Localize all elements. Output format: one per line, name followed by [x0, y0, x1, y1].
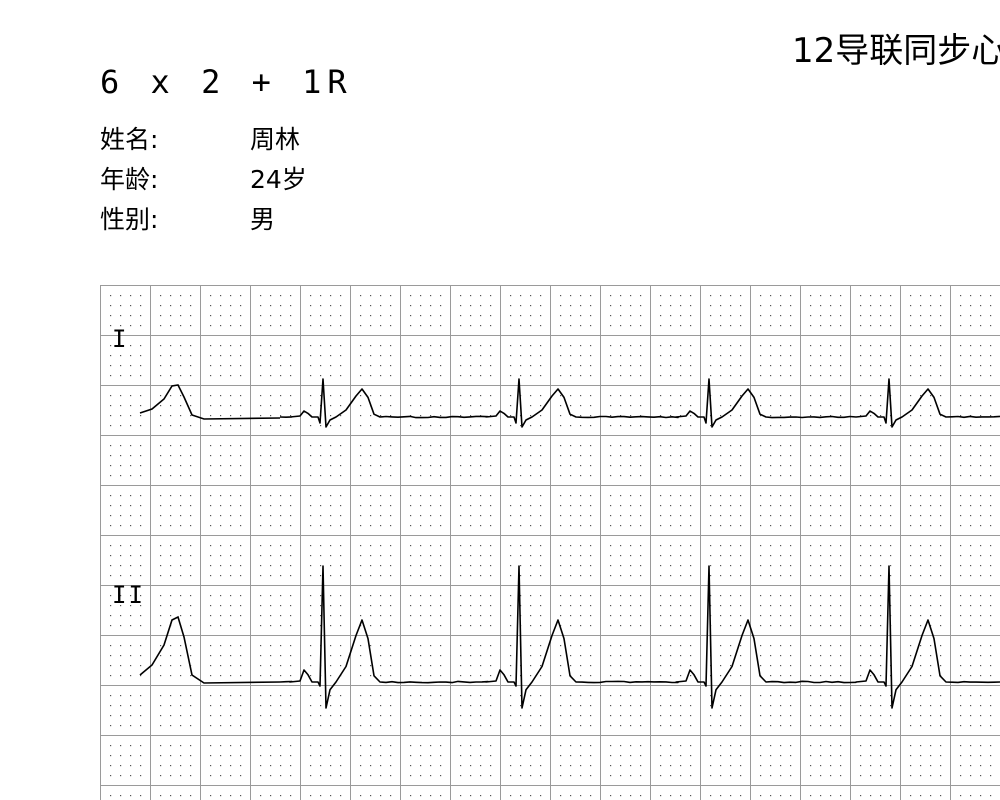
patient-age-value: 24岁 [250, 162, 307, 198]
lead-label-i: I [112, 327, 128, 351]
lead-ii-initial-t-wave [140, 617, 280, 683]
patient-sex-label: 性别: [100, 202, 158, 238]
lead-label-ii: II [112, 583, 145, 607]
layout-format-label: 6 x 2 + 1R [100, 66, 353, 98]
lead-i-initial-t-wave [140, 385, 280, 419]
report-title: 12导联同步心 [792, 34, 1000, 68]
patient-age-label: 年龄: [100, 162, 158, 198]
patient-sex-value: 男 [250, 202, 275, 238]
lead-ii-trace [280, 566, 1000, 708]
ecg-chart: I II [100, 285, 1000, 800]
patient-name-label: 姓名: [100, 122, 158, 158]
patient-name-value: 周林 [250, 122, 300, 158]
lead-i-trace [280, 379, 1000, 427]
ecg-major-grid [100, 285, 1000, 800]
ecg-grid-and-traces [100, 285, 1000, 800]
